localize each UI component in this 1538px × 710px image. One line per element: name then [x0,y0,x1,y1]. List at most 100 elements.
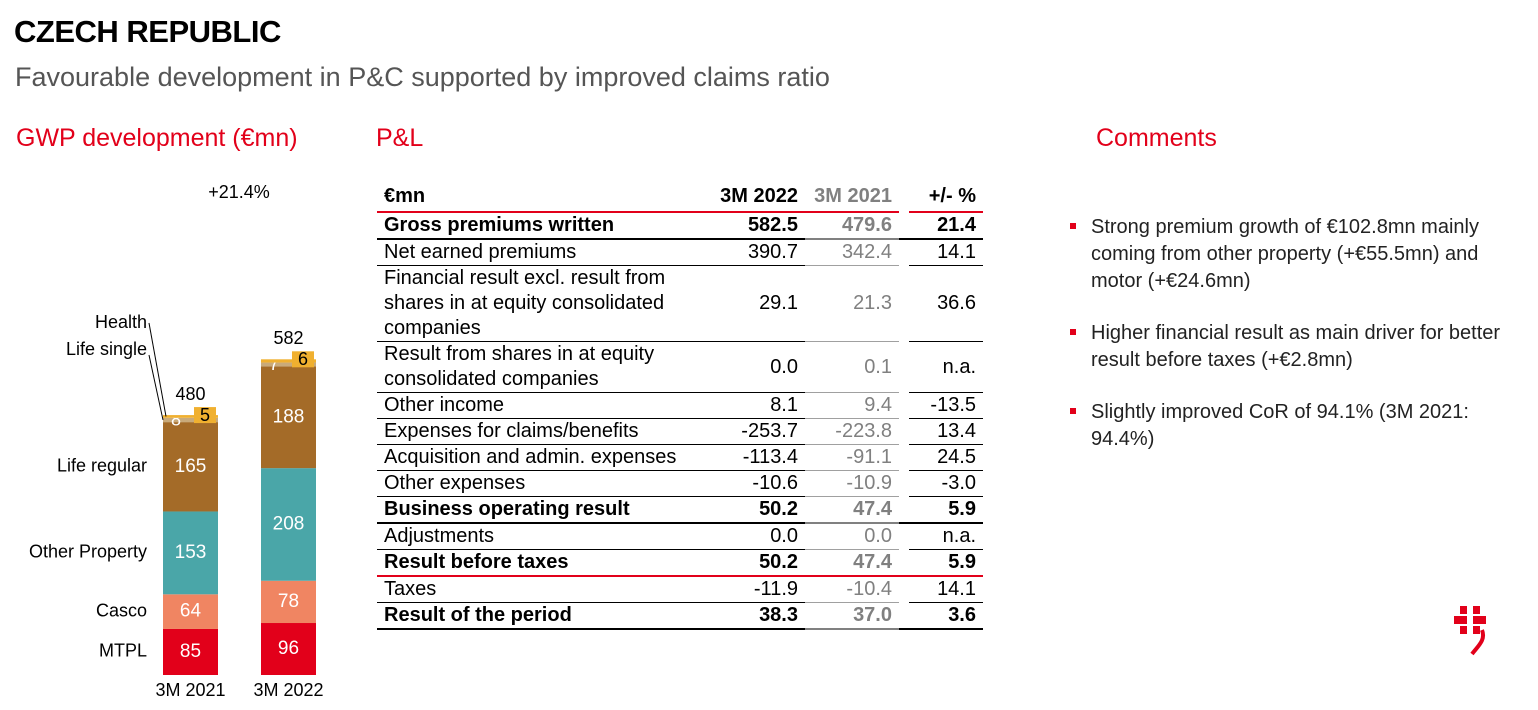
pl-value-3m2022: 50.2 [711,549,805,577]
pl-value-3m2021: 37.0 [805,602,899,630]
bar-segment [261,362,316,367]
gwp-section-title: GWP development (€mn) [16,124,298,152]
pl-value-change: 13.4 [909,418,983,445]
pl-row-label: Business operating result [377,496,711,524]
pl-value-change: 14.1 [909,239,983,266]
pl-value-3m2021: 21.3 [805,265,899,342]
pl-header-row: €mn 3M 2022 3M 2021 +/- % [377,181,983,213]
pl-table: €mn 3M 2022 3M 2021 +/- % Gross premiums… [377,181,983,630]
legend-label: Life single [66,339,147,359]
bar-segment [261,468,316,581]
comments-section-title: Comments [1096,124,1217,152]
pl-gap [899,496,909,524]
pl-row: Result before taxes 50.2 47.4 5.9 [377,549,983,577]
pl-value-change: 5.9 [909,496,983,524]
pl-header-3m2022: 3M 2022 [711,181,805,213]
pl-row: Other expenses -10.6 -10.9 -3.0 [377,470,983,497]
pl-row: Gross premiums written 582.5 479.6 21.4 [377,212,983,240]
pl-value-change: 3.6 [909,602,983,630]
pl-gap [899,576,909,603]
x-tick-label: 3M 2022 [253,680,323,700]
legend-leader-line [148,354,164,421]
pl-gap [899,342,909,393]
pl-value-3m2022: -253.7 [711,418,805,445]
data-label: 85 [180,641,201,662]
pl-gap [899,523,909,550]
bar-segment [163,511,218,595]
bar-segment [261,623,316,675]
x-tick-label: 3M 2021 [155,680,225,700]
page-title: CZECH REPUBLIC [14,14,281,49]
pl-row: Other income 8.1 9.4 -13.5 [377,392,983,419]
comment-item: Strong premium growth of €102.8mn mainly… [1068,214,1518,295]
data-label: 78 [278,591,299,612]
bar-segment [261,580,316,624]
data-label: 96 [278,638,299,659]
pl-value-change: 14.1 [909,576,983,603]
page-subtitle: Favourable development in P&C supported … [15,62,830,92]
pl-header-gap [899,181,909,212]
data-label: 165 [175,456,207,477]
pl-value-3m2022: 50.2 [711,496,805,524]
bullet-icon [1070,408,1076,414]
pl-gap [899,549,909,577]
pl-value-3m2021: -10.4 [805,576,899,603]
pl-value-3m2021: 9.4 [805,392,899,419]
data-label: 188 [273,406,305,427]
growth-label: +21.4% [208,182,270,202]
pl-row: Result of the period 38.3 37.0 3.6 [377,602,983,630]
pl-value-3m2022: 390.7 [711,239,805,266]
pl-row: Financial result excl. result from share… [377,265,983,342]
pl-value-3m2021: 479.6 [805,212,899,240]
comment-text: Strong premium growth of €102.8mn mainly… [1091,216,1479,292]
data-label: 153 [175,542,207,563]
pl-row: Acquisition and admin. expenses -113.4 -91… [377,444,983,471]
pl-row-label: Result before taxes [377,549,711,577]
pl-value-3m2021: -91.1 [805,444,899,471]
bar-segment [261,359,316,363]
bar-segment-marker [292,351,314,368]
pl-row: Net earned premiums 390.7 342.4 14.1 [377,239,983,266]
bar-segment [163,415,218,418]
legend-label: Casco [96,600,147,620]
comments-list: Strong premium growth of €102.8mn mainly… [1068,214,1518,478]
pl-value-3m2021: 47.4 [805,496,899,524]
comment-text: Slightly improved CoR of 94.1% (3M 2021:… [1091,401,1469,450]
pl-value-3m2022: 38.3 [711,602,805,630]
pl-gap [899,602,909,630]
data-label: 7 [269,354,279,374]
pl-row-label: Taxes [377,576,711,603]
pl-value-3m2022: -10.6 [711,470,805,497]
pl-value-3m2021: 342.4 [805,239,899,266]
bullet-icon [1070,223,1076,229]
comment-text: Higher financial result as main driver f… [1091,322,1501,371]
pl-value-3m2021: 47.4 [805,549,899,577]
pl-row-label: Expenses for claims/benefits [377,418,711,445]
bullet-icon [1070,329,1076,335]
pl-gap [899,445,909,471]
data-label: 5 [200,405,210,425]
pl-section-title: P&L [376,124,424,152]
pl-row-label: Other expenses [377,470,711,497]
pl-row: Business operating result 50.2 47.4 5.9 [377,496,983,524]
pl-gap [899,212,909,240]
legend-label: Health [95,312,147,332]
pl-value-3m2021: -223.8 [805,418,899,445]
total-label: 480 [175,384,205,404]
comment-item: Slightly improved CoR of 94.1% (3M 2021:… [1068,399,1518,453]
pl-value-3m2022: 0.0 [711,341,805,393]
pl-value-3m2022: -11.9 [711,576,805,603]
bar-segment [163,594,218,629]
pl-value-3m2021: 0.1 [805,341,899,393]
pl-row-label: Acquisition and admin. expenses [377,444,711,471]
legend-label: Life regular [57,456,147,476]
pl-row: Taxes -11.9 -10.4 14.1 [377,576,983,603]
pl-value-3m2022: -113.4 [711,444,805,471]
total-label: 582 [273,328,303,348]
pl-header-unit: €mn [377,181,711,213]
pl-value-change: n.a. [909,523,983,550]
bar-segment [261,366,316,469]
data-label: 208 [273,513,305,534]
bar-segment [163,422,218,512]
